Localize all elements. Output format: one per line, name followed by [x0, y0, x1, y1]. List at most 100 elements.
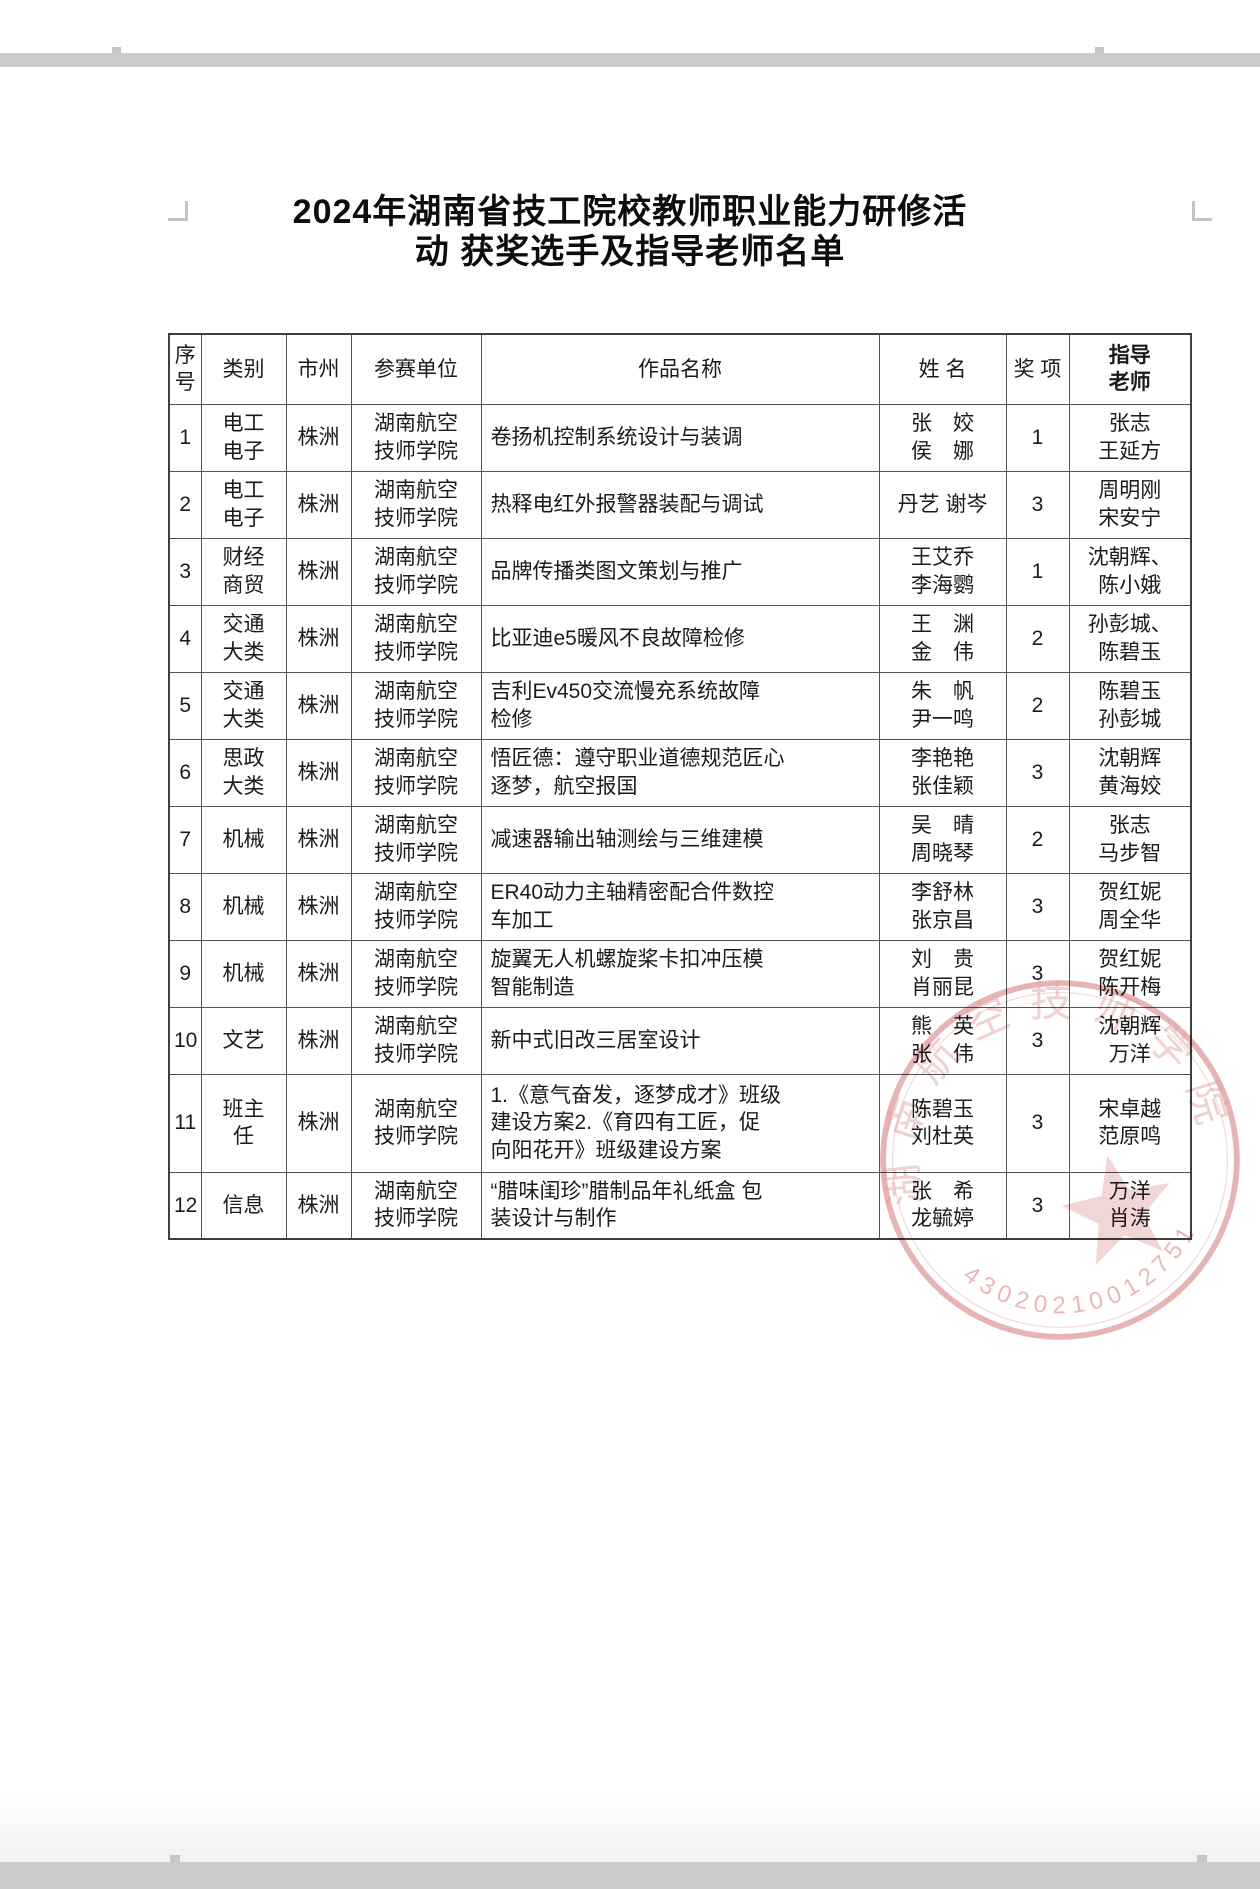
award-cell: 3 — [1005, 1073, 1070, 1173]
category-cell: 机械 — [200, 805, 287, 874]
category-cell: 信息 — [200, 1171, 287, 1240]
serial-cell: 12 — [168, 1171, 202, 1240]
next-page-corner-right — [1197, 1855, 1207, 1862]
prev-page-corner-left — [112, 47, 121, 53]
header-award: 奖 项 — [1005, 333, 1070, 405]
city-cell: 株洲 — [285, 671, 352, 740]
header-names: 姓 名 — [878, 333, 1007, 405]
teachers-cell: 周明刚 宋安宁 — [1068, 470, 1192, 539]
names-cell: 王艾乔 李海鹦 — [878, 537, 1007, 606]
header-city: 市州 — [285, 333, 352, 405]
teachers-cell: 张志 王延方 — [1068, 403, 1192, 472]
table-row: 11 班主 任 株洲 湖南航空 技师学院 1.《意气奋发，逐梦成才》班级 建设方… — [168, 1073, 1192, 1173]
teachers-cell: 沈朝辉 黄海姣 — [1068, 738, 1192, 807]
table-row: 10 文艺 株洲 湖南航空 技师学院 新中式旧改三居室设计 熊 英 张 伟 3 … — [168, 1006, 1192, 1075]
table-row: 1 电工 电子 株洲 湖南航空 技师学院 卷扬机控制系统设计与装调 张 姣 侯 … — [168, 403, 1192, 472]
category-cell: 交通 大类 — [200, 604, 287, 673]
work-cell: 吉利Ev450交流慢充系统故障 检修 — [480, 671, 880, 740]
names-cell: 张 希 龙毓婷 — [878, 1171, 1007, 1240]
names-cell: 李舒林 张京昌 — [878, 872, 1007, 941]
award-cell: 3 — [1005, 1171, 1070, 1240]
work-cell: ER40动力主轴精密配合件数控 车加工 — [480, 872, 880, 941]
unit-cell: 湖南航空 技师学院 — [350, 738, 482, 807]
teachers-cell: 沈朝辉 万洋 — [1068, 1006, 1192, 1075]
serial-cell: 11 — [168, 1073, 202, 1173]
city-cell: 株洲 — [285, 738, 352, 807]
table-row: 8 机械 株洲 湖南航空 技师学院 ER40动力主轴精密配合件数控 车加工 李舒… — [168, 872, 1192, 941]
category-cell: 电工 电子 — [200, 470, 287, 539]
margin-corner-right-icon — [1192, 201, 1212, 221]
names-cell: 张 姣 侯 娜 — [878, 403, 1007, 472]
teachers-cell: 沈朝辉、 陈小娥 — [1068, 537, 1192, 606]
prev-page-corner-right — [1095, 47, 1104, 53]
city-cell: 株洲 — [285, 872, 352, 941]
names-cell: 刘 贵 肖丽昆 — [878, 939, 1007, 1008]
teachers-cell: 贺红妮 陈开梅 — [1068, 939, 1192, 1008]
city-cell: 株洲 — [285, 403, 352, 472]
unit-cell: 湖南航空 技师学院 — [350, 403, 482, 472]
page-gap-bottom — [0, 1862, 1260, 1889]
teachers-cell: 宋卓越 范原鸣 — [1068, 1073, 1192, 1173]
unit-cell: 湖南航空 技师学院 — [350, 604, 482, 673]
category-cell: 机械 — [200, 872, 287, 941]
table-row: 5 交通 大类 株洲 湖南航空 技师学院 吉利Ev450交流慢充系统故障 检修 … — [168, 671, 1192, 740]
serial-cell: 10 — [168, 1006, 202, 1075]
table-row: 9 机械 株洲 湖南航空 技师学院 旋翼无人机螺旋桨卡扣冲压模 智能制造 刘 贵… — [168, 939, 1192, 1008]
category-cell: 电工 电子 — [200, 403, 287, 472]
serial-cell: 4 — [168, 604, 202, 673]
unit-cell: 湖南航空 技师学院 — [350, 671, 482, 740]
page-title: 2024年湖南省技工院校教师职业能力研修活 动 获奖选手及指导老师名单 — [292, 193, 968, 272]
header-unit: 参赛单位 — [350, 333, 482, 405]
work-cell: 卷扬机控制系统设计与装调 — [480, 403, 880, 472]
category-cell: 文艺 — [200, 1006, 287, 1075]
unit-cell: 湖南航空 技师学院 — [350, 537, 482, 606]
unit-cell: 湖南航空 技师学院 — [350, 470, 482, 539]
header-category: 类别 — [200, 333, 287, 405]
work-cell: 热释电红外报警器装配与调试 — [480, 470, 880, 539]
names-cell: 丹艺 谢岑 — [878, 470, 1007, 539]
category-cell: 机械 — [200, 939, 287, 1008]
teachers-cell: 贺红妮 周全华 — [1068, 872, 1192, 941]
page-bottom-shadow — [0, 1790, 1260, 1862]
category-cell: 班主 任 — [200, 1073, 287, 1173]
award-cell: 3 — [1005, 1006, 1070, 1075]
names-cell: 陈碧玉 刘杜英 — [878, 1073, 1007, 1173]
names-cell: 熊 英 张 伟 — [878, 1006, 1007, 1075]
city-cell: 株洲 — [285, 1073, 352, 1173]
next-page-corner-left — [170, 1855, 180, 1862]
category-cell: 交通 大类 — [200, 671, 287, 740]
margin-corner-left-icon — [168, 201, 188, 221]
unit-cell: 湖南航空 技师学院 — [350, 872, 482, 941]
serial-cell: 3 — [168, 537, 202, 606]
award-cell: 1 — [1005, 537, 1070, 606]
work-cell: 旋翼无人机螺旋桨卡扣冲压模 智能制造 — [480, 939, 880, 1008]
work-cell: 1.《意气奋发，逐梦成才》班级 建设方案2.《育四有工匠，促 向阳花开》班级建设… — [480, 1073, 880, 1173]
names-cell: 王 渊 金 伟 — [878, 604, 1007, 673]
work-cell: 悟匠德：遵守职业道德规范匠心 逐梦，航空报国 — [480, 738, 880, 807]
award-cell: 2 — [1005, 805, 1070, 874]
award-cell: 3 — [1005, 939, 1070, 1008]
category-cell: 财经 商贸 — [200, 537, 287, 606]
category-cell: 思政 大类 — [200, 738, 287, 807]
award-cell: 3 — [1005, 738, 1070, 807]
header-work: 作品名称 — [480, 333, 880, 405]
work-cell: 减速器输出轴测绘与三维建模 — [480, 805, 880, 874]
serial-cell: 1 — [168, 403, 202, 472]
page-gap-top — [0, 53, 1260, 67]
unit-cell: 湖南航空 技师学院 — [350, 1073, 482, 1173]
work-cell: “腊味闺珍”腊制品年礼纸盒 包 装设计与制作 — [480, 1171, 880, 1240]
city-cell: 株洲 — [285, 604, 352, 673]
table-row: 6 思政 大类 株洲 湖南航空 技师学院 悟匠德：遵守职业道德规范匠心 逐梦，航… — [168, 738, 1192, 807]
unit-cell: 湖南航空 技师学院 — [350, 1171, 482, 1240]
serial-cell: 6 — [168, 738, 202, 807]
names-cell: 朱 帆 尹一鸣 — [878, 671, 1007, 740]
award-cell: 2 — [1005, 671, 1070, 740]
serial-cell: 9 — [168, 939, 202, 1008]
header-teachers: 指导 老师 — [1068, 333, 1192, 405]
table-row: 2 电工 电子 株洲 湖南航空 技师学院 热释电红外报警器装配与调试 丹艺 谢岑… — [168, 470, 1192, 539]
unit-cell: 湖南航空 技师学院 — [350, 1006, 482, 1075]
names-cell: 李艳艳 张佳颖 — [878, 738, 1007, 807]
header-serial: 序 号 — [168, 333, 202, 405]
awards-table: 序 号 类别 市州 参赛单位 作品名称 姓 名 奖 项 指导 老师 1 电工 电… — [168, 333, 1192, 1240]
